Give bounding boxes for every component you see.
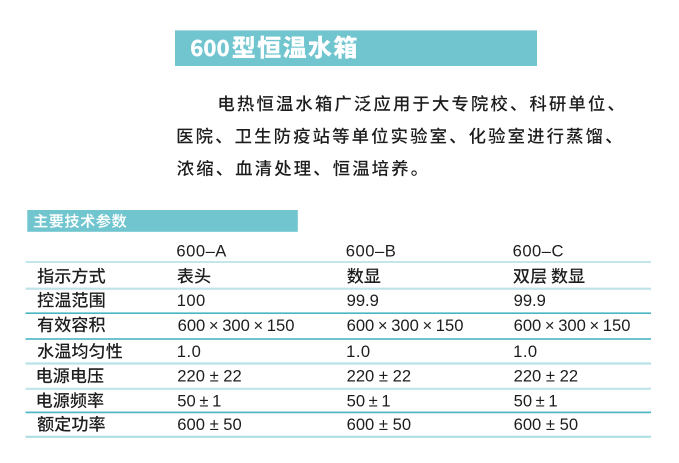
svg-text:220 ± 22: 220 ± 22 (347, 367, 411, 386)
svg-text:100: 100 (177, 291, 206, 310)
svg-text:600–B: 600–B (346, 241, 396, 260)
svg-text:50 ± 1: 50 ± 1 (347, 391, 391, 410)
svg-text:220 ± 22: 220 ± 22 (514, 367, 578, 386)
svg-text:600 ± 50: 600 ± 50 (347, 415, 411, 434)
svg-text:50 ± 1: 50 ± 1 (514, 391, 558, 410)
svg-text:99.9: 99.9 (347, 291, 379, 310)
svg-text:600 × 300 × 150: 600 × 300 × 150 (347, 316, 464, 335)
svg-text:600 × 300 × 150: 600 × 300 × 150 (178, 316, 295, 335)
svg-text:600–C: 600–C (513, 241, 564, 260)
svg-text:1.0: 1.0 (346, 342, 371, 361)
svg-text:600 × 300 × 150: 600 × 300 × 150 (514, 316, 631, 335)
svg-text:50 ± 1: 50 ± 1 (177, 391, 221, 410)
svg-text:99.9: 99.9 (514, 291, 546, 310)
svg-text:1.0: 1.0 (177, 342, 202, 361)
svg-text:600 ± 50: 600 ± 50 (514, 415, 578, 434)
svg-text:220 ± 22: 220 ± 22 (177, 367, 241, 386)
svg-text:1.0: 1.0 (513, 342, 538, 361)
svg-text:600 ± 50: 600 ± 50 (177, 415, 241, 434)
svg-text:600–A: 600–A (176, 241, 227, 260)
